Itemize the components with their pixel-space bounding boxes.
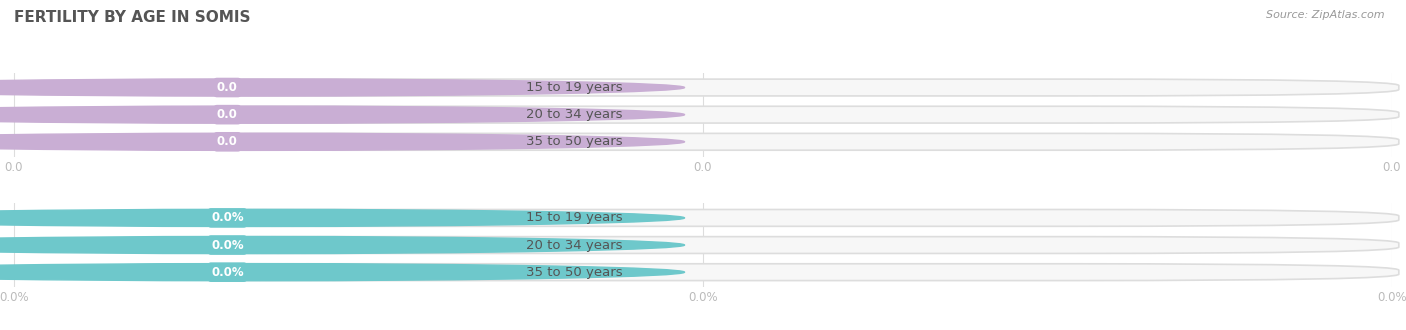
FancyBboxPatch shape [14,210,1399,226]
Text: 0.0%: 0.0% [211,266,243,279]
Text: 0.0: 0.0 [217,81,238,94]
Text: 15 to 19 years: 15 to 19 years [526,212,623,224]
Text: 15 to 19 years: 15 to 19 years [526,81,623,94]
Text: 0.0: 0.0 [217,135,238,148]
Text: 0.0%: 0.0% [211,239,243,251]
Circle shape [0,133,685,150]
Circle shape [0,209,685,226]
Circle shape [0,264,685,281]
FancyBboxPatch shape [14,79,1399,96]
Text: 0.0: 0.0 [217,108,238,121]
Circle shape [0,106,685,123]
Text: 20 to 34 years: 20 to 34 years [526,108,623,121]
FancyBboxPatch shape [14,264,1399,280]
FancyBboxPatch shape [14,237,1399,253]
Circle shape [0,237,685,254]
Text: 35 to 50 years: 35 to 50 years [526,135,623,148]
Text: Source: ZipAtlas.com: Source: ZipAtlas.com [1267,10,1385,20]
Circle shape [0,79,685,96]
FancyBboxPatch shape [14,106,1399,123]
Text: FERTILITY BY AGE IN SOMIS: FERTILITY BY AGE IN SOMIS [14,10,250,25]
Text: 35 to 50 years: 35 to 50 years [526,266,623,279]
Text: 0.0%: 0.0% [211,212,243,224]
FancyBboxPatch shape [14,133,1399,150]
Text: 20 to 34 years: 20 to 34 years [526,239,623,251]
